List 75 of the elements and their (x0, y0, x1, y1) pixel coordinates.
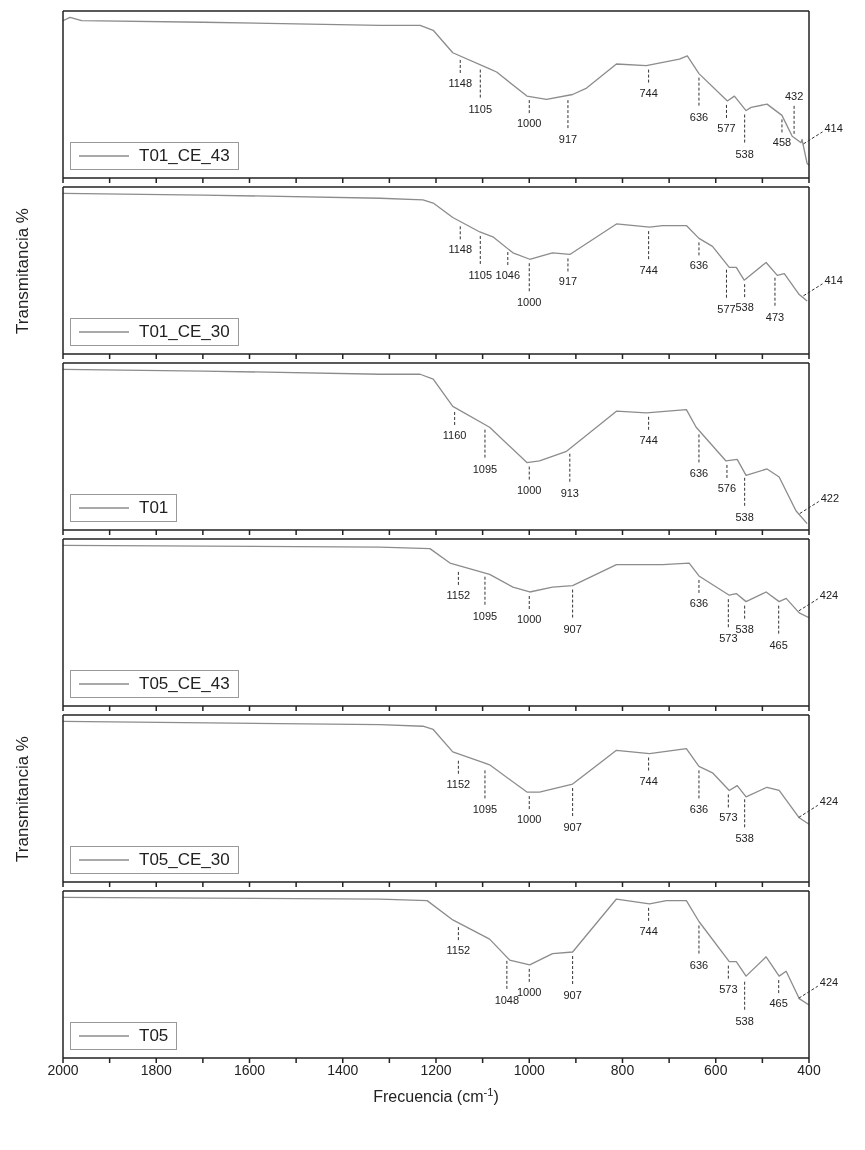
annotation: 907 (563, 989, 582, 1002)
x-tick-label: 1200 (420, 1061, 452, 1078)
annotation: 1105 (468, 268, 493, 281)
annotation: 1152 (446, 944, 471, 957)
annotation: 576 (717, 481, 737, 494)
annotation: 744 (639, 774, 658, 787)
annotation: 636 (689, 467, 709, 480)
annotation: 744 (639, 86, 658, 99)
annotation: 907 (563, 821, 582, 834)
annotation: 424 (819, 795, 839, 808)
annotation: 538 (735, 147, 754, 160)
annotation: 1148 (448, 243, 473, 256)
annotation: 1105 (468, 102, 493, 115)
annotation: 432 (784, 89, 804, 102)
annotation: 917 (558, 133, 578, 146)
x-tick-label: 1800 (140, 1061, 173, 1078)
annotation: 573 (719, 632, 738, 645)
annotation: 458 (772, 136, 792, 149)
annotation: 1000 (517, 612, 542, 625)
annotation: 1000 (517, 813, 542, 826)
annotation: 424 (819, 976, 839, 989)
annotation: 538 (735, 1014, 754, 1027)
legend-label: T05_CE_43 (139, 674, 230, 694)
annotation: 1152 (446, 588, 471, 601)
annotation: 1148 (448, 76, 473, 89)
legend-label: T05 (139, 1026, 169, 1046)
x-tick-label: 800 (610, 1061, 635, 1078)
annotation: 1046 (495, 269, 521, 282)
annotation: 917 (558, 275, 578, 288)
annotation: 422 (820, 491, 840, 504)
legend-label: T01_CE_43 (139, 146, 230, 166)
annotation: 636 (689, 958, 709, 971)
x-tick-label: 400 (797, 1061, 821, 1078)
annotation: 424 (819, 588, 839, 601)
annotation: 538 (735, 622, 754, 635)
annotation: 636 (689, 803, 709, 816)
annotation: 744 (639, 264, 658, 277)
annotation: 573 (719, 811, 738, 824)
y-axis-title: Transmitancia % (13, 736, 32, 862)
annotation: 907 (563, 622, 582, 635)
annotation: 636 (689, 259, 709, 272)
annotation: 744 (639, 433, 658, 446)
annotation: 465 (769, 638, 788, 651)
annotation: 465 (769, 997, 788, 1010)
x-tick-label: 600 (704, 1061, 728, 1078)
annotation: 573 (719, 982, 738, 995)
annotation: 636 (689, 596, 709, 609)
annotation: 473 (765, 310, 785, 323)
annotation: 744 (639, 924, 658, 937)
annotation: 1000 (517, 117, 542, 130)
legend-label: T01 (139, 498, 169, 518)
annotation: 414 (824, 273, 843, 286)
x-axis-title: Frecuencia (cm$^{-1}$) (373, 1086, 499, 1105)
annotation: 1095 (472, 803, 498, 816)
annotation: 538 (735, 510, 754, 523)
annotation: 577 (717, 121, 736, 134)
x-tick-label: 1400 (327, 1061, 359, 1078)
annotation: 1000 (517, 483, 542, 496)
x-tick-label: 2000 (47, 1061, 79, 1078)
annotation: 636 (689, 110, 709, 123)
annotation: 1000 (517, 296, 542, 309)
x-tick-label: 1600 (233, 1061, 266, 1078)
annotation: 913 (560, 486, 579, 499)
annotation: 577 (717, 302, 736, 315)
annotation: 414 (824, 121, 843, 134)
legend-label: T05_CE_30 (139, 850, 230, 870)
annotation: 1095 (472, 609, 498, 622)
annotation: 1152 (446, 777, 471, 790)
legend-label: T01_CE_30 (139, 322, 230, 342)
annotation: 538 (735, 832, 754, 845)
annotation: 1095 (472, 462, 498, 475)
annotation: 1160 (442, 428, 467, 441)
y-axis-title: Transmitancia % (13, 208, 32, 334)
annotation: 538 (735, 301, 754, 314)
x-tick-label: 1000 (513, 1061, 546, 1078)
